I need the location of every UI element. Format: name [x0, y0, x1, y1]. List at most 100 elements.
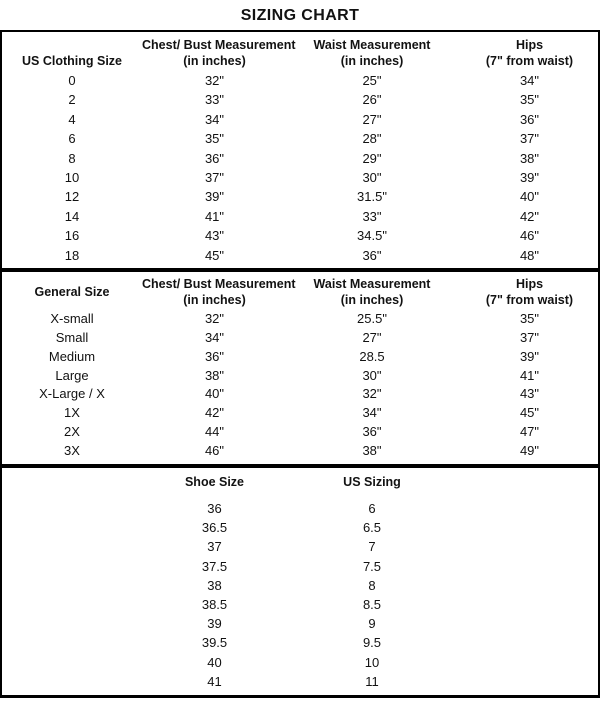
table-cell: 41": [204, 208, 225, 224]
table-cell: 40: [207, 654, 222, 670]
table-cell: [457, 595, 600, 614]
column-header-size: US Clothing Size: [2, 53, 142, 69]
column-subtitle: (in inches): [183, 54, 246, 68]
table-cell: 34": [362, 405, 382, 421]
table-cell: [2, 633, 142, 652]
table-header-row: Shoe Size US Sizing: [2, 468, 598, 490]
table-cell: 45": [519, 405, 540, 421]
table-cell: 27": [362, 111, 382, 127]
table-cell: 33": [204, 92, 225, 108]
table-cell: 4: [68, 111, 76, 127]
table-cell: X-Large / X: [39, 386, 105, 402]
table-cell: [2, 653, 142, 672]
table-row: X-Large / X 40" 32" 43": [2, 385, 598, 404]
table-cell: 28.5: [359, 348, 385, 364]
table-cell: 1X: [64, 405, 80, 421]
table-cell: 8.5: [362, 596, 382, 612]
table-row: 16 43" 34.5" 46": [2, 226, 598, 245]
table-cell: 39: [207, 616, 222, 632]
table-cell: 37.5: [201, 558, 228, 574]
table-cell: 12: [64, 189, 80, 205]
table-cell: 16: [64, 228, 80, 244]
table-row: 12 39" 31.5" 40": [2, 187, 598, 206]
table-cell: [457, 576, 600, 595]
table-row: 14 41" 33" 42": [2, 207, 598, 226]
column-subtitle: (in inches): [183, 292, 246, 307]
table-cell: 6: [368, 501, 376, 517]
table-cell: 9.5: [362, 635, 382, 651]
table-cell: [2, 576, 142, 595]
general-size-table: General Size Chest/ Bust Measurement (in…: [0, 269, 600, 467]
table-row: X-small 32" 25.5" 35": [2, 310, 598, 329]
table-cell: 9: [368, 616, 376, 632]
table-cell: 37": [519, 329, 540, 345]
table-row: Large 38" 30" 41": [2, 367, 598, 386]
table-cell: 30": [362, 367, 382, 383]
table-cell: 2: [68, 92, 76, 108]
table-row: 10 37" 30" 39": [2, 168, 598, 187]
table-cell: 36": [204, 150, 225, 166]
table-row: 41 11: [2, 672, 598, 691]
column-header-waist: Waist Measurement (in inches): [287, 37, 457, 69]
table-cell: [457, 614, 600, 633]
table-cell: 35": [519, 310, 540, 326]
table-header-row: US Clothing Size Chest/ Bust Measurement…: [2, 32, 598, 71]
table-row: 0 32" 25" 34": [2, 71, 598, 90]
table-row: 18 45" 36" 48": [2, 246, 598, 265]
column-header-hips: Hips (7" from waist): [457, 37, 600, 69]
table-cell: 38": [519, 150, 540, 166]
table-cell: 36.5: [201, 520, 228, 536]
shoe-size-table: Shoe Size US Sizing 36 6 36.5 6.5 37 7 37.5 7.5…: [0, 466, 600, 698]
column-subtitle: (7" from waist): [485, 54, 574, 68]
table-row: 2X 44" 36" 47": [2, 423, 598, 442]
table-cell: 7: [368, 539, 376, 555]
table-cell: 39.5: [201, 635, 228, 651]
column-header-waist: Waist Measurement (in inches): [287, 276, 457, 308]
table-cell: 34": [519, 73, 540, 88]
table-cell: 38": [204, 367, 225, 383]
column-title: Waist Measurement: [313, 276, 431, 291]
table-cell: 41": [519, 367, 540, 383]
column-title: Shoe Size: [184, 475, 245, 490]
table-cell: 8: [368, 577, 376, 593]
sizing-chart-page: SIZING CHART US Clothing Size Chest/ Bus…: [0, 7, 600, 698]
table-cell: 6: [68, 131, 76, 147]
table-cell: 3X: [64, 443, 80, 459]
table-cell: 36": [362, 424, 382, 440]
table-cell: 6.5: [362, 520, 382, 536]
column-header-size: General Size: [2, 284, 142, 300]
column-title: Hips: [515, 276, 544, 291]
table-cell: Large: [55, 367, 89, 383]
table-cell: 43": [519, 386, 540, 402]
table-cell: 7.5: [362, 558, 382, 574]
column-title: Waist Measurement: [313, 38, 431, 52]
table-cell: 34.5": [357, 228, 387, 244]
table-cell: [457, 499, 600, 518]
table-cell: Medium: [48, 348, 96, 364]
table-row: 6 35" 28" 37": [2, 129, 598, 148]
table-row: 39 9: [2, 614, 598, 633]
column-title: Chest/ Bust Measurement: [142, 276, 296, 291]
table-cell: [457, 653, 600, 672]
table-cell: 31.5": [357, 189, 387, 205]
table-cell: 36": [362, 247, 382, 263]
table-cell: [2, 537, 142, 556]
table-row: 36.5 6.5: [2, 518, 598, 537]
table-cell: [2, 557, 142, 576]
table-cell: [2, 595, 142, 614]
table-cell: 33": [362, 208, 382, 224]
table-cell: 40": [519, 189, 540, 205]
table-cell: 25": [362, 73, 382, 88]
table-cell: [2, 672, 142, 691]
table-cell: 36": [204, 348, 225, 364]
table-cell: 43": [204, 228, 225, 244]
table-body: 36 6 36.5 6.5 37 7 37.5 7.5 38 8 38.5 8.5 39 9 39.5 9.5…: [2, 499, 598, 695]
table-cell: 34": [204, 111, 225, 127]
table-cell: [457, 672, 600, 691]
column-title: US Clothing Size: [22, 54, 122, 68]
table-cell: 36": [519, 111, 540, 127]
table-cell: 49": [519, 443, 540, 459]
column-header-chest: Chest/ Bust Measurement (in inches): [142, 37, 296, 69]
table-cell: [2, 614, 142, 633]
table-cell: 28": [362, 131, 382, 147]
